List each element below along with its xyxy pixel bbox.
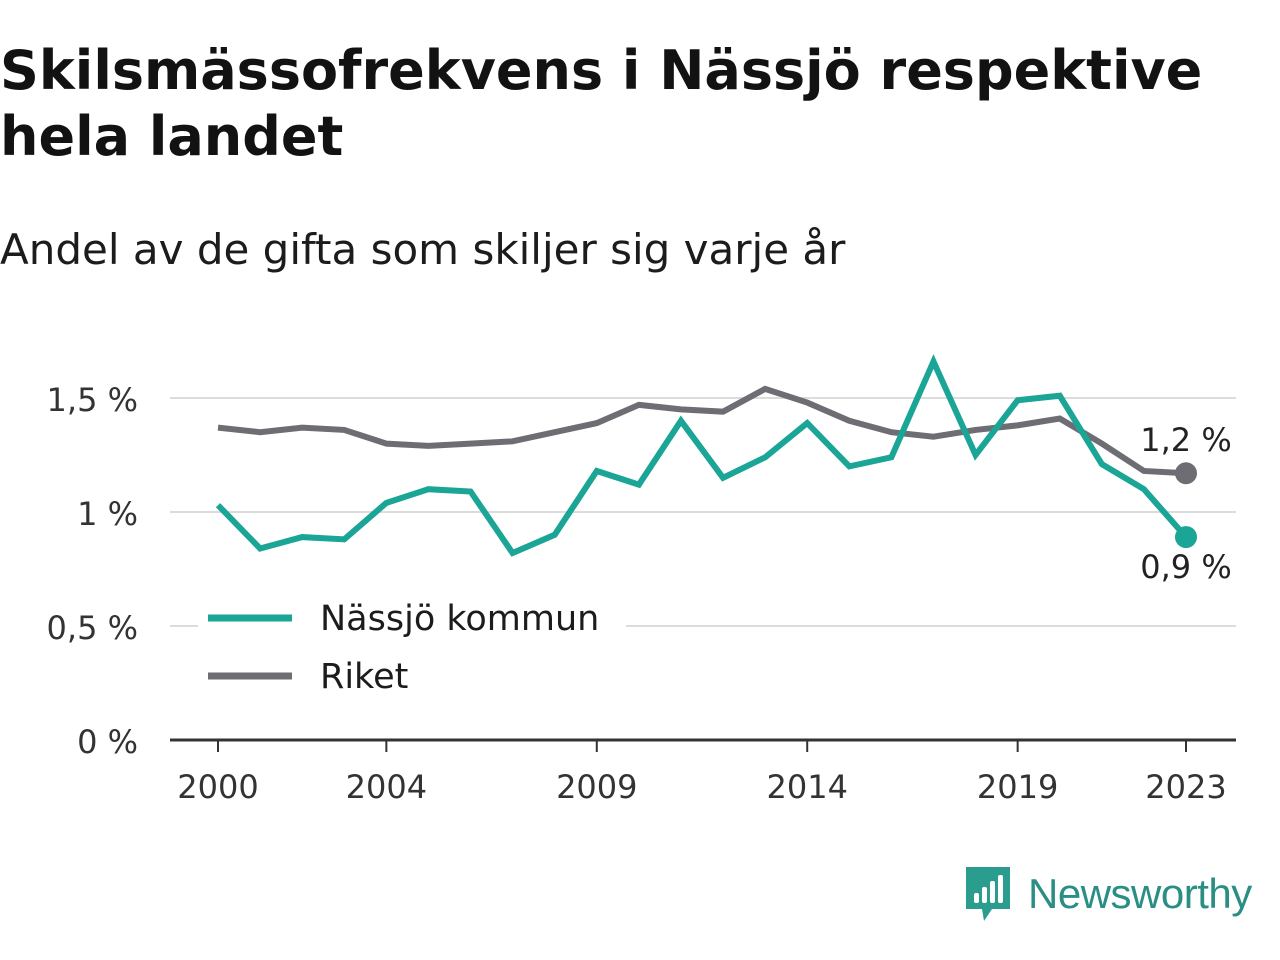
gridlines	[170, 397, 1236, 627]
series-lines: 0,9 % 1,2 %	[215, 354, 1232, 586]
end-label-riket: 1,2 %	[1140, 421, 1231, 459]
x-axis: 2000 2004 2009 2014 2019 2023	[170, 738, 1236, 806]
y-axis-ticks: 0 % 0,5 % 1 % 1,5 %	[47, 381, 138, 761]
x-tick-label: 2000	[177, 768, 258, 806]
legend-label: Nässjö kommun	[320, 599, 599, 639]
end-point-nassjo	[1175, 526, 1197, 549]
legend-label: Riket	[320, 657, 408, 697]
chart-title: Skilsmässofrekvens i Nässjö respektive h…	[0, 39, 1203, 168]
brand-logo: Newsworthy	[962, 862, 1252, 926]
legend: Nässjö kommun Riket	[198, 592, 626, 710]
x-tick-label: 2019	[977, 768, 1058, 806]
chart-subtitle: Andel av de gifta som skiljer sig varje …	[0, 225, 846, 274]
y-tick-label: 1,5 %	[47, 381, 138, 419]
x-tick-label: 2014	[766, 768, 847, 806]
series-line-nassjo	[215, 354, 1189, 557]
brand-name: Newsworthy	[1028, 870, 1252, 917]
x-tick-label: 2004	[346, 768, 427, 806]
y-tick-label: 0,5 %	[47, 609, 138, 647]
newsworthy-logo-icon	[966, 867, 1010, 921]
legend-background	[198, 592, 626, 710]
end-label-nassjo: 0,9 %	[1140, 548, 1231, 586]
series-line-riket	[217, 385, 1187, 477]
x-tick-label: 2009	[556, 768, 637, 806]
x-tick-label: 2023	[1145, 768, 1226, 806]
y-tick-label: 1 %	[77, 495, 138, 533]
end-point-riket	[1175, 462, 1197, 485]
y-tick-label: 0 %	[77, 723, 138, 761]
